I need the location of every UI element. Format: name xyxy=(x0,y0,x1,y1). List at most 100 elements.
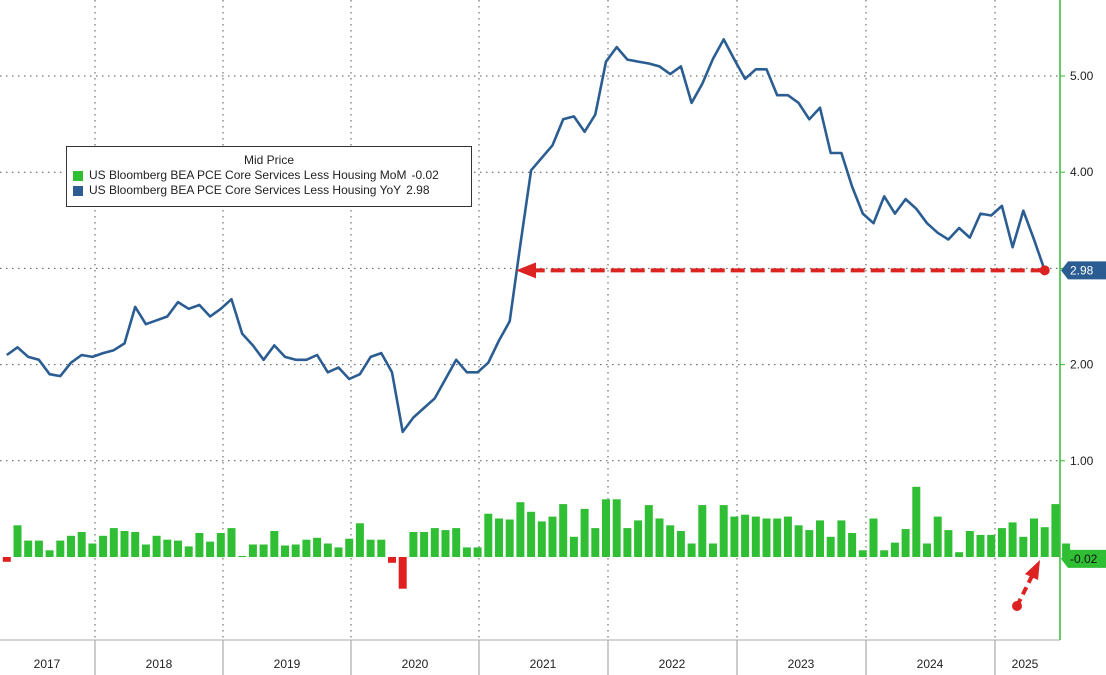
mom-bar xyxy=(837,520,846,557)
mom-bar xyxy=(1040,527,1049,557)
mom-bar xyxy=(1008,522,1017,557)
yoy-line xyxy=(6,38,1046,434)
mom-bar xyxy=(366,539,375,557)
mom-last-value-tag-text: -0.02 xyxy=(1070,552,1098,566)
mom-arrow-line xyxy=(1015,575,1034,607)
legend-title: Mid Price xyxy=(243,153,294,167)
mom-bar xyxy=(655,518,664,557)
mom-bar xyxy=(430,528,439,557)
mom-bar xyxy=(709,543,717,557)
x-tick-label: 2022 xyxy=(659,657,686,671)
mom-bar xyxy=(912,486,921,557)
mom-bar xyxy=(901,529,910,557)
mom-bar xyxy=(527,511,536,557)
legend-swatch-mom xyxy=(73,170,83,181)
mom-bar xyxy=(1062,543,1071,557)
mom-bar xyxy=(741,514,750,557)
mom-bar xyxy=(45,550,54,557)
mom-bar xyxy=(377,539,386,557)
x-tick-label: 2024 xyxy=(917,657,944,671)
mom-bar xyxy=(473,547,482,557)
legend-entry-mom: US Bloomberg BEA PCE Core Services Less … xyxy=(67,168,471,183)
mom-bar xyxy=(516,502,525,557)
mom-bar xyxy=(398,557,407,589)
yoy-last-value-tag: 2.98 xyxy=(1061,261,1106,280)
mom-bar xyxy=(794,525,803,557)
mom-bar xyxy=(933,516,942,557)
mom-bar xyxy=(495,518,503,557)
mom-bar xyxy=(944,530,953,557)
mom-bar xyxy=(858,550,867,557)
mom-bar xyxy=(67,535,75,557)
annotation-layer xyxy=(516,262,1050,611)
mom-bar xyxy=(634,520,643,557)
mom-bar xyxy=(13,525,22,557)
mom-bar xyxy=(976,534,985,557)
mom-bar xyxy=(388,557,396,563)
mom-bar xyxy=(623,528,632,557)
x-tick-label: 2021 xyxy=(530,657,557,671)
mom-bar xyxy=(206,541,215,557)
mom-bar xyxy=(2,557,11,562)
mom-bar xyxy=(1030,518,1038,557)
legend-label-mom: US Bloomberg BEA PCE Core Services Less … xyxy=(89,168,407,182)
mom-bar xyxy=(484,513,493,557)
mom-bar xyxy=(281,545,289,557)
mom-bar xyxy=(56,540,65,557)
mom-bar xyxy=(559,504,568,557)
mom-bar xyxy=(441,530,450,557)
mom-bar xyxy=(88,543,97,557)
mom-bar xyxy=(313,537,322,557)
mom-arrow-head xyxy=(1025,560,1040,580)
mom-bar xyxy=(216,533,225,558)
mom-bar xyxy=(869,518,878,557)
mom-bar xyxy=(698,505,707,557)
mom-bar xyxy=(334,547,343,557)
mom-bar xyxy=(762,518,771,557)
mom-bar xyxy=(730,516,739,557)
mom-bar xyxy=(77,532,86,557)
mom-bar xyxy=(323,543,332,557)
mom-bar xyxy=(184,546,193,557)
mom-bar xyxy=(997,528,1006,557)
mom-bar xyxy=(1051,504,1060,557)
mom-bar xyxy=(99,535,108,557)
mom-bar xyxy=(420,532,429,557)
legend-value-mom: -0.02 xyxy=(411,168,439,182)
mom-bar xyxy=(965,531,974,557)
x-tick-label: 2020 xyxy=(402,657,429,671)
y-tick-label: 2.00 xyxy=(1070,358,1094,372)
mom-bar xyxy=(174,540,182,557)
mom-bar xyxy=(537,521,546,557)
x-tick-label: 2025 xyxy=(1012,657,1039,671)
mom-bar xyxy=(238,556,247,557)
mom-bar xyxy=(602,499,610,557)
mom-bar xyxy=(505,519,514,557)
mom-bar xyxy=(923,543,931,557)
x-tick-label: 2018 xyxy=(146,657,173,671)
mom-bar xyxy=(848,533,857,558)
legend-label-yoy: US Bloomberg BEA PCE Core Services Less … xyxy=(89,183,402,197)
y-tick-label: 1.00 xyxy=(1070,454,1094,468)
mom-bar xyxy=(259,544,268,557)
mom-bar xyxy=(152,535,161,557)
mom-bar xyxy=(719,505,728,557)
legend-swatch-yoy xyxy=(73,185,83,196)
y-tick-label: 4.00 xyxy=(1070,165,1094,179)
x-tick-label: 2017 xyxy=(34,657,61,671)
mom-bar xyxy=(355,523,364,557)
yoy-line-layer xyxy=(6,38,1046,434)
mom-bar xyxy=(131,532,140,557)
x-tick-label: 2023 xyxy=(788,657,815,671)
level-arrow-head xyxy=(516,262,536,279)
yoy-last-value-tag-bg xyxy=(1061,261,1106,280)
yoy-last-value-tag-text: 2.98 xyxy=(1070,263,1094,277)
mom-bar xyxy=(783,516,792,557)
mom-bar xyxy=(548,516,557,557)
mom-bar xyxy=(109,528,118,557)
mom-bar xyxy=(666,525,675,557)
legend-entry-yoy: US Bloomberg BEA PCE Core Services Less … xyxy=(67,183,471,198)
mom-last-value-tag: -0.02 xyxy=(1061,549,1106,568)
mom-bar xyxy=(676,531,685,557)
